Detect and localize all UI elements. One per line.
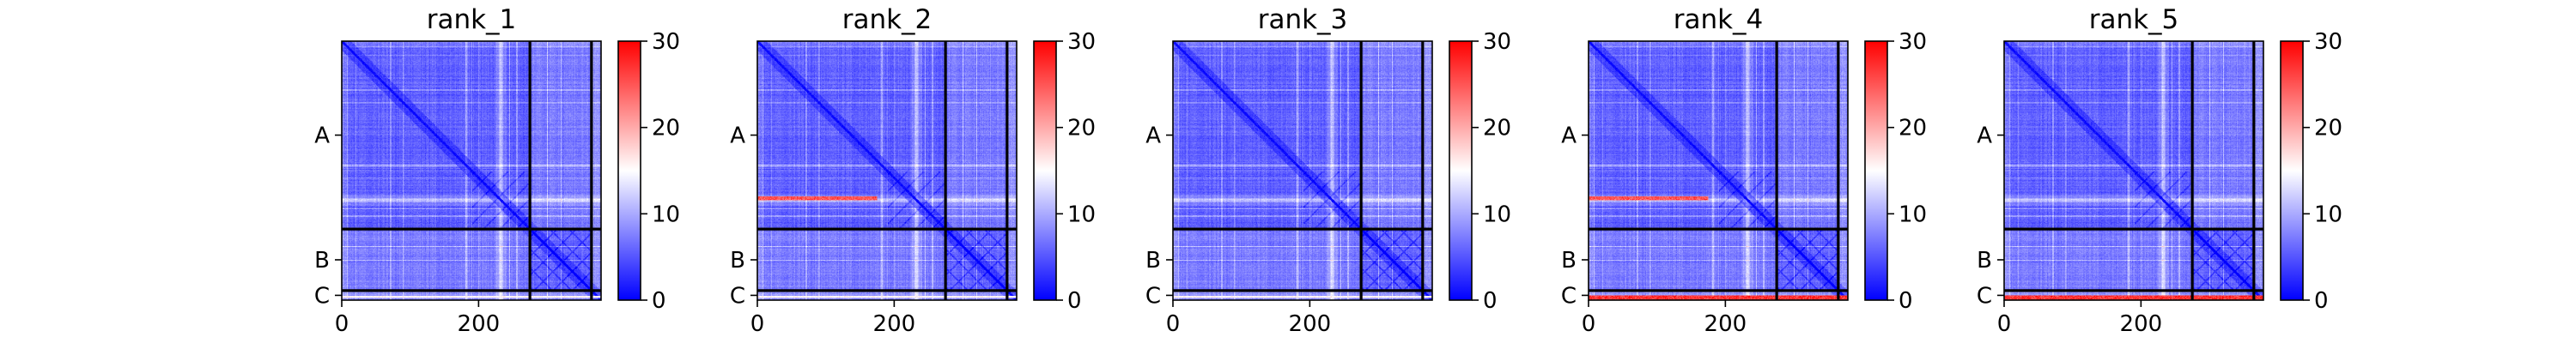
colorbar-tick-label: 20 (1899, 116, 1927, 141)
panel-title: rank_1 (427, 4, 517, 35)
axes-frame (756, 40, 1018, 301)
colorbar-tick-label: 0 (1067, 288, 1082, 314)
pae-heatmap (342, 41, 601, 300)
x-tick-label: 0 (1997, 311, 2012, 337)
colorbar (1449, 40, 1473, 301)
x-tick-label: 0 (1166, 311, 1181, 337)
panel-title: rank_3 (1258, 4, 1348, 35)
chain-label-C: C (1561, 283, 1577, 309)
colorbar-tick-label: 30 (2314, 29, 2342, 55)
panel-title: rank_5 (2089, 4, 2179, 35)
chain-label-A: A (1977, 123, 1992, 149)
chain-label-B: B (1145, 248, 1161, 274)
colorbar (2280, 40, 2304, 301)
x-tick-label: 200 (1704, 311, 1747, 337)
chain-label-B: B (314, 248, 330, 274)
x-tick-label: 0 (750, 311, 765, 337)
axes-frame (2003, 40, 2264, 301)
x-tick-label: 0 (335, 311, 349, 337)
x-tick-label: 200 (1289, 311, 1332, 337)
colorbar-tick-label: 10 (2314, 202, 2342, 227)
chain-label-B: B (730, 248, 745, 274)
chain-label-A: A (314, 123, 330, 149)
pae-heatmap (1173, 41, 1432, 300)
pae-heatmap (2004, 41, 2263, 300)
colorbar-tick-label: 30 (1899, 29, 1927, 55)
panel-title: rank_4 (1674, 4, 1764, 35)
colorbar-tick-label: 10 (652, 202, 680, 227)
colorbar-tick-label: 10 (1067, 202, 1096, 227)
x-tick-label: 0 (1582, 311, 1596, 337)
colorbar-tick-label: 10 (1483, 202, 1511, 227)
colorbar-tick-label: 20 (1067, 116, 1096, 141)
colorbar (617, 40, 641, 301)
colorbar-tick-label: 30 (1067, 29, 1096, 55)
chain-label-C: C (1977, 283, 1992, 309)
colorbar (1864, 40, 1888, 301)
chain-label-C: C (314, 283, 330, 309)
x-tick-label: 200 (873, 311, 916, 337)
panel-title: rank_2 (842, 4, 933, 35)
chain-label-C: C (730, 283, 745, 309)
chain-label-A: A (1561, 123, 1577, 149)
axes-frame (341, 40, 602, 301)
chain-label-A: A (1145, 123, 1161, 149)
colorbar-tick-label: 20 (2314, 116, 2342, 141)
axes-frame (1172, 40, 1433, 301)
colorbar-tick-label: 0 (652, 288, 666, 314)
colorbar-tick-label: 0 (1483, 288, 1498, 314)
x-tick-label: 200 (458, 311, 501, 337)
chain-label-B: B (1977, 248, 1992, 274)
colorbar-tick-label: 10 (1899, 202, 1927, 227)
pae-heatmap (757, 41, 1017, 300)
colorbar-tick-label: 30 (1483, 29, 1511, 55)
chain-label-B: B (1561, 248, 1577, 274)
colorbar-tick-label: 0 (2314, 288, 2329, 314)
colorbar-tick-label: 30 (652, 29, 680, 55)
colorbar (1033, 40, 1057, 301)
axes-frame (1588, 40, 1849, 301)
chain-label-A: A (730, 123, 745, 149)
colorbar-tick-label: 0 (1899, 288, 1913, 314)
colorbar-tick-label: 20 (1483, 116, 1511, 141)
pae-heatmap (1589, 41, 1848, 300)
chain-label-C: C (1145, 283, 1161, 309)
x-tick-label: 200 (2120, 311, 2163, 337)
colorbar-tick-label: 20 (652, 116, 680, 141)
